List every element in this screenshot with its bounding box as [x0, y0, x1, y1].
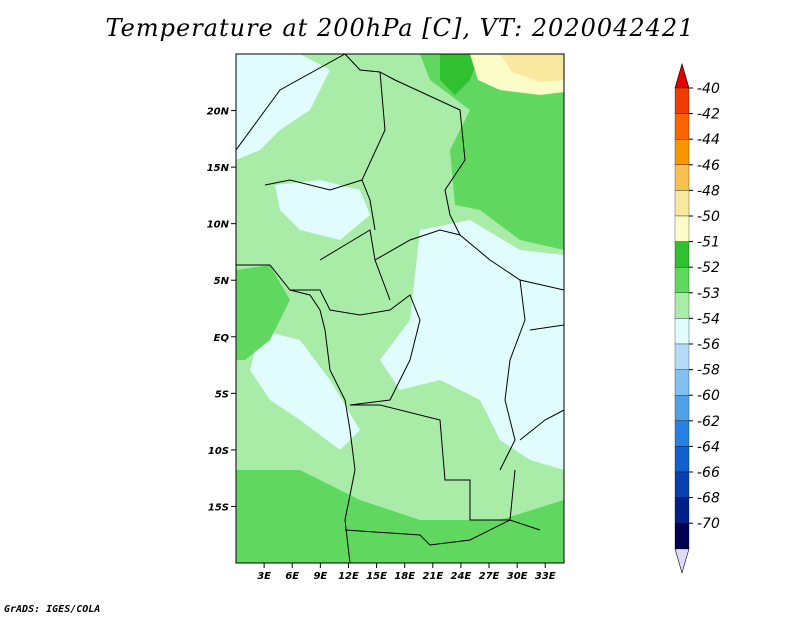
colorbar-label: -42 — [697, 107, 720, 123]
lon-tick-label: 12E — [338, 571, 359, 582]
temperature-field — [236, 54, 564, 563]
field-band-54-central — [380, 220, 564, 470]
lat-tick-label: EQ — [214, 333, 230, 344]
lat-tick-label: 15S — [208, 502, 229, 513]
border-angola — [350, 404, 516, 521]
lon-tick-label: 6E — [285, 571, 299, 582]
colorbar-swatch — [674, 164, 690, 191]
lon-tick-label: 21E — [422, 571, 443, 582]
credit-label: GrADS: IGES/COLA — [4, 604, 101, 615]
colorbar-label: -44 — [697, 132, 720, 148]
colorbar-label: -62 — [697, 414, 720, 430]
lat-axis: 20N 15N 10N 5N EQ 5S 10S 15S — [207, 107, 236, 513]
field-band-54-nw — [236, 54, 330, 160]
lat-tick-label: 10S — [208, 446, 229, 457]
field-band-52-north — [420, 54, 564, 250]
colorbar-label: -60 — [697, 388, 720, 404]
lon-tick-label: 3E — [257, 571, 271, 582]
field-band-54-sahel — [275, 180, 370, 240]
field-band-52-south — [236, 470, 564, 563]
colorbar-label: -70 — [697, 516, 720, 532]
field-band-54-sw — [250, 330, 360, 450]
border-algeria-libya — [344, 54, 466, 236]
colorbar-swatch — [674, 241, 690, 268]
colorbar-swatch — [674, 523, 690, 549]
lon-tick-label: 24E — [451, 571, 472, 582]
colorbar-label: -66 — [697, 465, 720, 481]
colorbar-bottom-arrow — [674, 548, 690, 574]
map-frame — [235, 53, 565, 564]
field-band-52-west — [236, 265, 290, 360]
lat-tick-label: 5S — [215, 389, 229, 400]
coastline — [289, 289, 356, 563]
colorbar-label: -53 — [697, 286, 720, 302]
colorbar-swatch — [674, 292, 690, 319]
colorbar-label: -52 — [697, 260, 720, 276]
colorbar-label: -54 — [697, 311, 720, 327]
country-borders — [236, 54, 564, 563]
field-band-51 — [440, 54, 480, 95]
colorbar-label: -64 — [697, 439, 720, 455]
colorbar-swatch — [674, 139, 690, 165]
lat-tick-label: 15N — [207, 163, 230, 174]
colorbar-swatch — [674, 343, 690, 370]
lon-tick-label: 18E — [394, 571, 415, 582]
lon-tick-label: 27E — [479, 571, 500, 582]
colorbar-label: -51 — [697, 235, 720, 251]
border-east-africa — [519, 324, 564, 441]
colorbar-swatch — [674, 369, 690, 396]
border-nigeria — [264, 179, 391, 301]
border-congo — [329, 294, 421, 406]
colorbar-label: -48 — [697, 183, 720, 199]
lon-axis: 3E 6E 9E 12E 15E 18E 21E 24E 27E 30E 33E — [257, 563, 556, 582]
colorbar-label: -40 — [697, 81, 720, 97]
lon-tick-label: 9E — [313, 571, 327, 582]
colorbar-swatch — [674, 471, 690, 498]
lon-tick-label: 15E — [366, 571, 387, 582]
colorbar-swatch — [674, 318, 690, 345]
colorbar-label: -50 — [697, 209, 720, 225]
colorbar-swatch — [674, 87, 690, 114]
map-title: Temperature at 200hPa [C], VT: 202004242… — [105, 14, 695, 42]
lat-tick-label: 5N — [214, 276, 230, 287]
border-south — [344, 519, 541, 546]
colorbar-label: -46 — [697, 158, 720, 174]
border-mali-niger — [236, 54, 346, 151]
colorbar-swatch — [674, 497, 690, 524]
colorbar-swatch — [674, 395, 690, 421]
colorbar-label: -58 — [697, 363, 720, 379]
colorbar-swatch — [674, 446, 690, 473]
colorbar-swatch — [674, 113, 690, 140]
lat-tick-label: 20N — [207, 107, 230, 118]
lon-tick-label: 33E — [535, 571, 556, 582]
colorbar-swatch — [674, 215, 690, 242]
colorbar-swatch — [674, 190, 690, 217]
colorbar-legend: -40 -42 -44 -46 -48 -50 -51 -52 -53 -54 -56 -58 -60 -… — [674, 62, 720, 574]
colorbar-swatch — [674, 267, 690, 293]
border-drc-east — [499, 279, 526, 471]
field-band-48 — [500, 54, 564, 82]
colorbar-top-arrow — [674, 62, 690, 89]
lon-tick-label: 30E — [507, 571, 528, 582]
colorbar-label: -68 — [697, 491, 720, 507]
colorbar-label: -56 — [697, 337, 720, 353]
lat-tick-label: 10N — [207, 220, 230, 231]
colorbar-swatch — [674, 420, 690, 447]
